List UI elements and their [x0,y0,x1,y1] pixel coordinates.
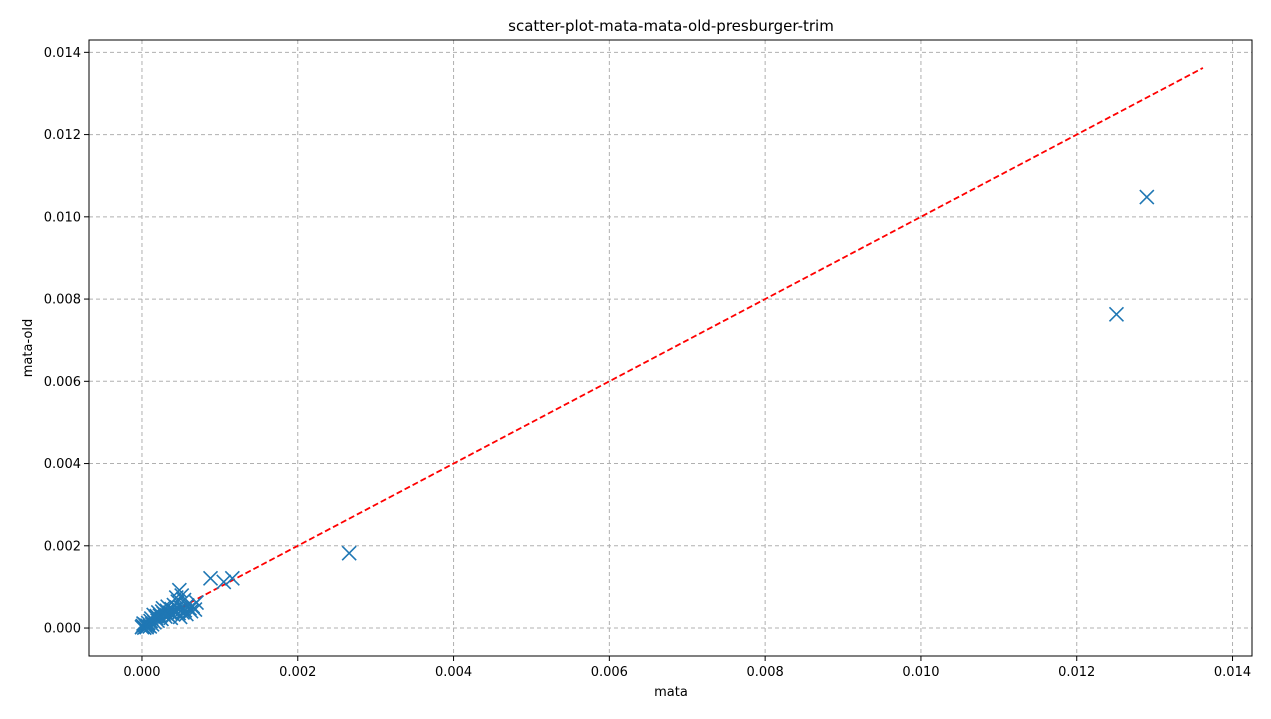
chart-title: scatter-plot-mata-mata-old-presburger-tr… [508,17,834,35]
y-tick-label: 0.004 [44,457,81,472]
data-point [202,570,219,586]
reference-line [141,67,1204,629]
x-tick-label: 0.010 [902,665,939,680]
y-tick-label: 0.002 [44,539,81,554]
grid-lines [89,40,1252,656]
y-tick-label: 0.010 [44,210,81,225]
x-tick-label: 0.000 [123,665,160,680]
data-point [216,574,232,590]
plot-frame [88,39,1253,657]
data-point [224,570,240,586]
data-point [163,610,179,626]
x-tick-label: 0.012 [1058,665,1095,680]
y-tick-label: 0.006 [44,375,81,390]
reference-line-layer [141,67,1204,629]
data-point [341,545,357,561]
x-axis-label: mata [654,685,688,700]
x-tick-label: 0.008 [747,665,784,680]
data-points [134,189,1155,636]
y-axis-ticks: 0.000 0.002 0.004 0.006 0.008 0.010 0.012 0.014 [44,46,89,637]
y-tick-label: 0.000 [44,622,81,637]
data-point [187,601,203,618]
y-tick-label: 0.012 [44,128,81,143]
y-tick-label: 0.014 [44,46,81,61]
x-tick-label: 0.006 [591,665,628,680]
data-point [1139,189,1155,205]
data-point [176,592,192,608]
x-axis-ticks: 0.000 0.002 0.004 0.006 0.008 0.010 0.012 0.014 [123,656,1251,680]
x-tick-label: 0.004 [435,665,472,680]
data-point [149,608,165,624]
x-tick-label: 0.014 [1214,665,1251,680]
data-point [183,603,199,619]
data-point [1108,306,1125,322]
y-tick-label: 0.008 [44,293,81,308]
x-tick-label: 0.002 [279,665,316,680]
y-axis-label: mata-old [21,319,36,377]
data-point [135,615,152,632]
data-point [143,611,159,627]
data-point [170,594,186,610]
